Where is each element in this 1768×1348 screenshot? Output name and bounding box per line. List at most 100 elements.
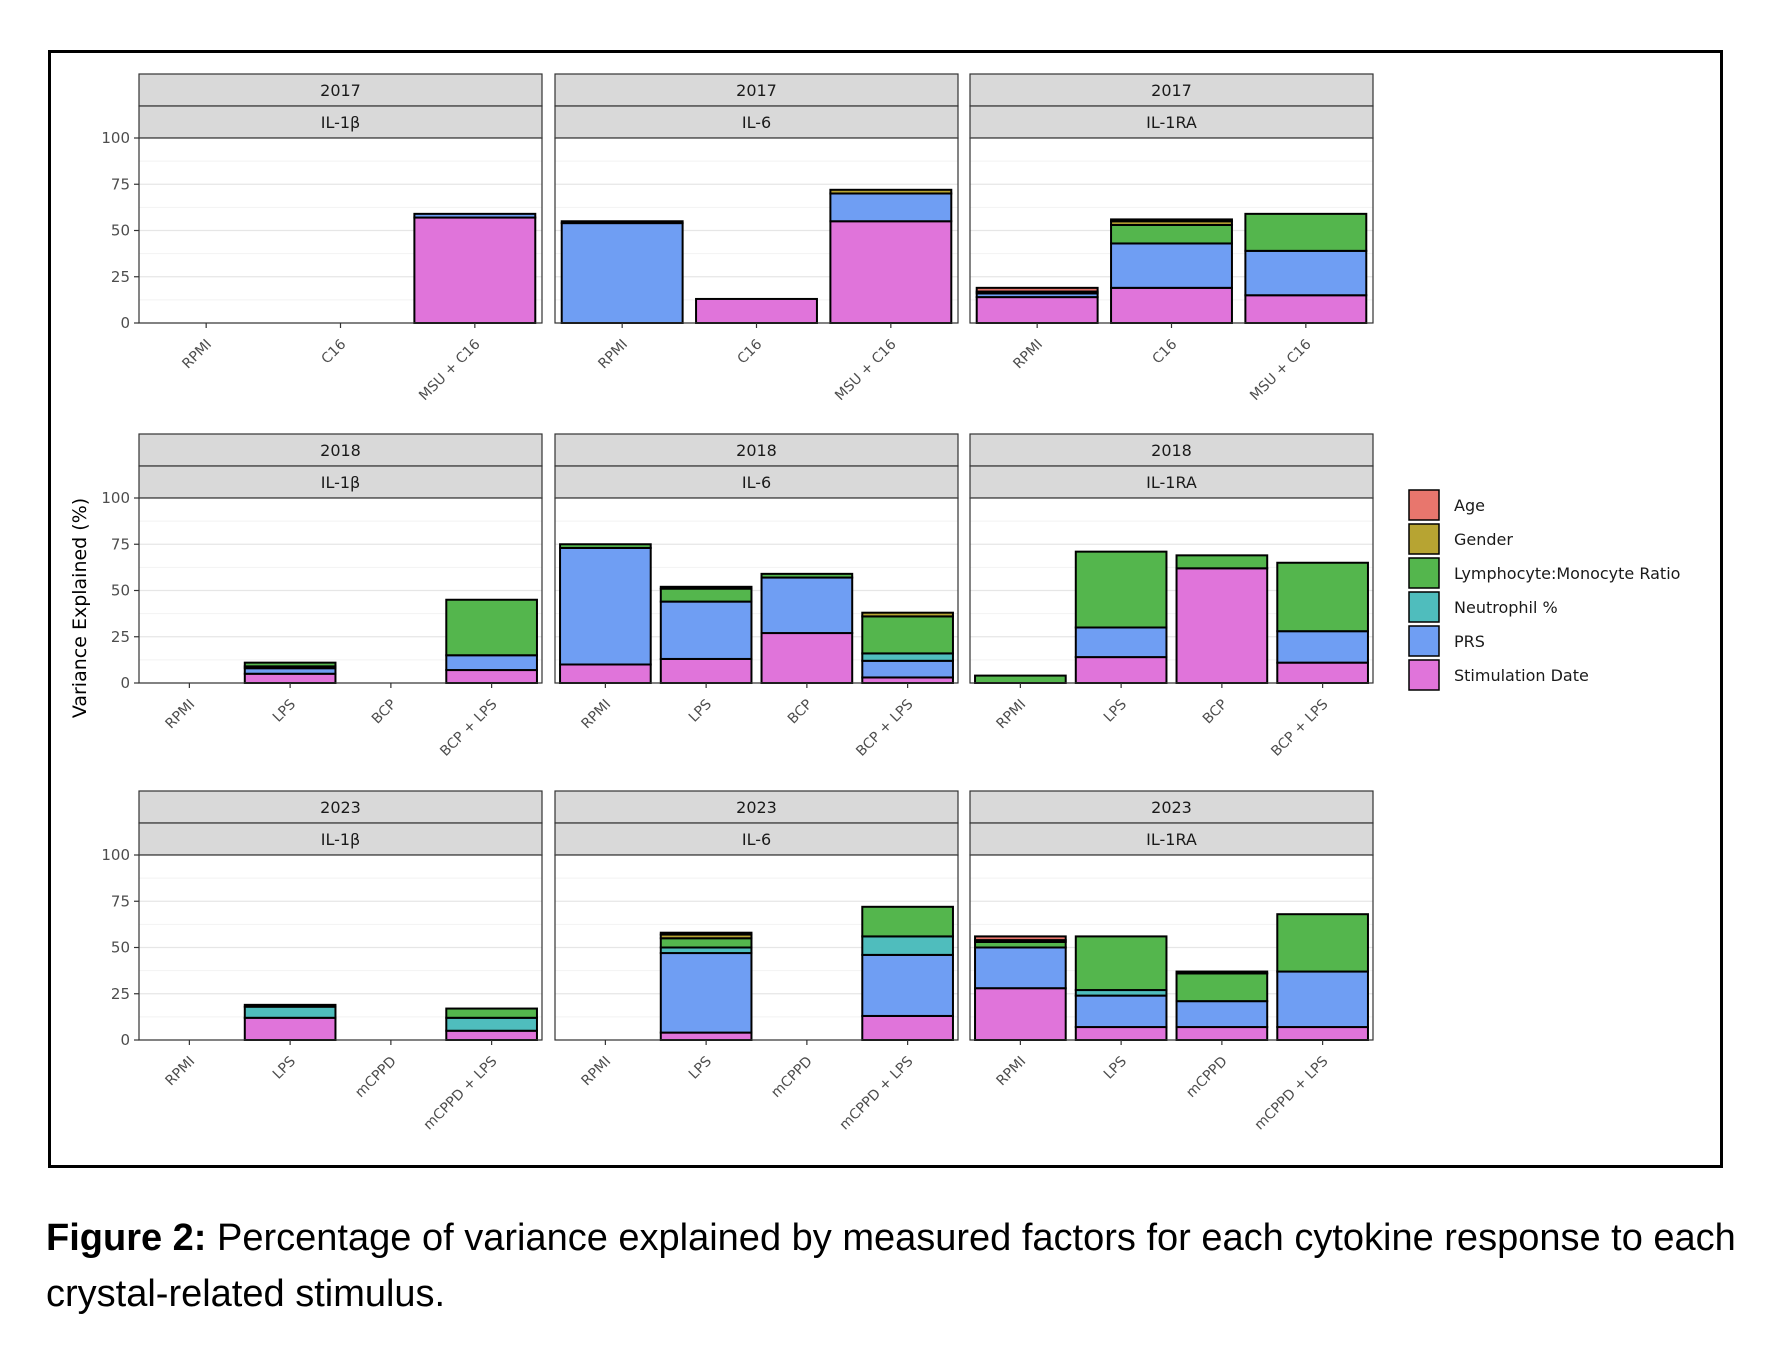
panel-2017-il1-cytokine-label: IL-1β: [321, 113, 361, 132]
panel-2017-il6-year-label: 2017: [736, 81, 777, 100]
bar-segment-lymphocyte-monocyte-ratio: [1244, 212, 1368, 252]
legend-label-neutrophil-: Neutrophil %: [1454, 598, 1558, 617]
bar-segment-age: [659, 931, 753, 936]
x-tick-label: RPMI: [579, 697, 615, 733]
bar-segment-lymphocyte-monocyte-ratio: [659, 587, 753, 603]
panel-2017-il1-cytokine-strip: [138, 105, 543, 139]
caption-text: Percentage of variance explained by meas…: [46, 1217, 1736, 1315]
x-tick-label: LPS: [686, 1053, 715, 1082]
panel-2018-il1-year-strip: [138, 433, 543, 467]
panel-2023-il1ra-cytokine-label: IL-1RA: [1146, 830, 1197, 849]
bar-segment-lymphocyte-monocyte-ratio: [559, 543, 652, 549]
panel-2018-il6-year-strip: [554, 433, 959, 467]
bar-segment-prs: [861, 659, 954, 679]
bar-segment-lymphocyte-monocyte-ratio: [243, 661, 337, 668]
bar-segment-stimulation-date: [975, 296, 1099, 325]
bar-segment-lymphocyte-monocyte-ratio: [445, 1007, 538, 1019]
bar-segment-gender: [659, 585, 753, 590]
y-tick-label: 0: [120, 1031, 130, 1049]
bar-segment-stimulation-date: [1276, 661, 1369, 685]
panel-2017-il1ra-year-strip: [969, 73, 1374, 107]
x-tick-label: LPS: [1101, 696, 1130, 725]
x-tick-label: RPMI: [595, 337, 631, 373]
bar-segment-lymphocyte-monocyte-ratio: [659, 937, 753, 949]
bar-segment-lymphocyte-monocyte-ratio: [861, 615, 954, 655]
panel-2023-il6-cytokine-label: IL-6: [742, 830, 771, 849]
bar-segment-stimulation-date: [659, 1031, 753, 1041]
bar-segment-prs: [1175, 1000, 1269, 1029]
x-tick-label: RPMI: [163, 1054, 199, 1090]
y-tick-label: 25: [111, 628, 130, 646]
x-tick-label: BCP: [1200, 697, 1231, 728]
legend-swatch-lymphocyte-monocyte-ratio: [1408, 557, 1440, 589]
x-tick-label: C16: [1150, 336, 1181, 367]
x-tick-label: MSU + C16: [832, 336, 900, 404]
panel-2017-il6-cytokine-strip: [554, 105, 959, 139]
panel-2018-il6-cytokine-label: IL-6: [742, 473, 771, 492]
bar-segment-prs: [560, 222, 684, 325]
x-tick-label: MSU + C16: [1247, 336, 1315, 404]
x-tick-label: MSU + C16: [416, 336, 484, 404]
x-tick-label: RPMI: [163, 697, 199, 733]
panel-2018-il1-cytokine-label: IL-1β: [321, 473, 361, 492]
bar-segment-neutrophil-: [861, 935, 954, 956]
panel-2023-il6-year-label: 2023: [736, 798, 777, 817]
bar-segment-age: [1110, 218, 1233, 223]
x-tick-label: mCPPD + LPS: [421, 1053, 501, 1133]
x-tick-label: mCPPD + LPS: [837, 1053, 917, 1133]
panel-2018-il1ra-year-label: 2018: [1151, 441, 1192, 460]
bar-segment-stimulation-date: [1175, 1026, 1269, 1042]
panel-2023-il1-cytokine-label: IL-1β: [321, 830, 361, 849]
panel-2018-il1ra-panel-border: [969, 497, 1374, 684]
x-tick-label: BCP + LPS: [1268, 696, 1331, 759]
x-tick-label: mCPPD: [1183, 1054, 1230, 1101]
x-tick-label: BCP: [785, 697, 816, 728]
bar-segment-lymphocyte-monocyte-ratio: [861, 905, 954, 938]
bar-segment-prs: [1276, 970, 1369, 1029]
panel-2018-il6-year-label: 2018: [736, 441, 777, 460]
bar-segment-lymphocyte-monocyte-ratio: [1110, 223, 1233, 245]
bar-segment-prs: [659, 952, 753, 1034]
x-tick-label: C16: [735, 336, 766, 367]
bar-segment-age: [974, 935, 1067, 942]
y-tick-label: 50: [111, 939, 130, 957]
bar-segment-lymphocyte-monocyte-ratio: [1175, 554, 1269, 570]
bar-segment-lymphocyte-monocyte-ratio: [1074, 935, 1168, 992]
panel-2023-il1ra-year-label: 2023: [1151, 798, 1192, 817]
panel-2017-il6-cytokine-label: IL-6: [742, 113, 771, 132]
panel-2017-il1ra-year-label: 2017: [1151, 81, 1192, 100]
x-tick-label: mCPPD: [768, 1054, 815, 1101]
x-tick-label: RPMI: [579, 1054, 615, 1090]
y-tick-label: 100: [101, 489, 130, 507]
bar-segment-prs: [760, 576, 854, 635]
bar-segment-prs: [1074, 626, 1168, 659]
y-tick-label: 75: [111, 175, 130, 193]
bar-segment-lymphocyte-monocyte-ratio: [445, 598, 538, 657]
bar-segment-prs: [413, 212, 537, 219]
bar-segment-stimulation-date: [695, 297, 818, 325]
bar-segment-stimulation-date: [243, 672, 337, 684]
bar-segment-stimulation-date: [1276, 1026, 1369, 1042]
x-tick-label: mCPPD: [352, 1054, 399, 1101]
bar-segment-stimulation-date: [445, 1029, 538, 1041]
x-tick-label: RPMI: [179, 337, 215, 373]
bar-segment-prs: [1244, 249, 1368, 297]
panel-2018-il1ra-cytokine-label: IL-1RA: [1146, 473, 1197, 492]
bar-segment-stimulation-date: [829, 220, 953, 324]
legend-label-prs: PRS: [1454, 632, 1485, 651]
bar-segment-prs: [1276, 630, 1369, 664]
bar-segment-prs: [1110, 242, 1233, 289]
bar-segment-stimulation-date: [974, 987, 1067, 1042]
bar-segment-gender: [861, 611, 954, 618]
bar-segment-stimulation-date: [659, 657, 753, 685]
bar-segment-age: [975, 286, 1099, 293]
panel-2017-il6-year-strip: [554, 73, 959, 107]
panel-2018-il1ra-cytokine-strip: [969, 465, 1374, 499]
bar-segment-stimulation-date: [760, 632, 854, 684]
y-tick-label: 75: [111, 892, 130, 910]
panel-2017-il1-year-label: 2017: [320, 81, 361, 100]
bar-segment-lymphocyte-monocyte-ratio: [243, 1003, 337, 1008]
x-tick-label: mCPPD + LPS: [1252, 1053, 1332, 1133]
y-axis-title: Variance Explained (%): [69, 498, 91, 718]
